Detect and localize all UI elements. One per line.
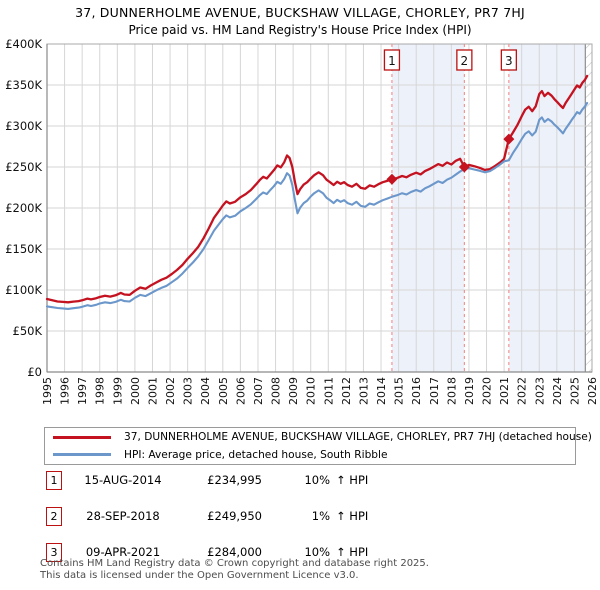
legend-row-hpi: HPI: Average price, detached house, Sout… [53,448,567,463]
sale-annotation-box-3[interactable] [500,49,517,71]
transaction-row-1: 1 15-AUG-2014 £234,995 10% ↑ HPI [0,471,600,493]
y-axis-tick-label: £300K [5,119,42,133]
transaction-2-price: £249,950 [207,509,262,523]
x-axis-tick-label: 2017 [428,377,441,405]
x-axis-tick-label: 2006 [234,377,247,405]
x-axis-tick-label: 1999 [111,377,124,405]
transaction-1-number-badge: 1 [46,471,62,490]
y-axis-tick-label: £100K [5,283,42,297]
sale-marker-diamond-2[interactable] [458,161,470,173]
chart-title: 37, DUNNERHOLME AVENUE, BUCKSHAW VILLAGE… [75,5,525,20]
transaction-1-price: £234,995 [207,473,262,487]
property-legend-label: 37, DUNNERHOLME AVENUE, BUCKSHAW VILLAGE… [124,431,592,444]
x-axis-tick-label: 2001 [146,377,159,405]
x-axis-tick-label: 2014 [375,377,388,405]
sale-annotation-box-1[interactable] [383,49,401,71]
sale-annotation-number-1: 1 [388,54,396,68]
transaction-row-3: 3 09-APR-2021 £284,000 10% ↑ HPI [0,543,600,565]
transaction-row-2: 2 28-SEP-2018 £249,950 1% ↑ HPI [0,507,600,529]
x-axis-tick-label: 2026 [586,377,599,405]
x-axis-tick-label: 2018 [445,377,458,405]
x-axis-tick-label: 2002 [164,377,177,405]
x-axis-tick-label: 2000 [129,377,142,405]
x-axis-tick-label: 2021 [498,377,511,405]
x-axis-tick-label: 2008 [270,377,283,405]
x-axis-tick-label: 2011 [322,377,335,405]
legend: 37, DUNNERHOLME AVENUE, BUCKSHAW VILLAGE… [44,427,592,465]
y-axis-tick-label: £200K [5,201,42,215]
copyright-footer: Contains HM Land Registry data © Crown c… [40,558,600,581]
x-axis-tick-label: 2003 [182,377,195,405]
y-axis-tick-label: £50K [13,324,43,338]
transaction-1-hpi-percent: 10% [304,473,330,487]
hpi-average-line [45,101,589,310]
price-history-chart: 1 2 3 £0 £50K £100K £150K £200K £250K £300K £350K £… [5,37,599,405]
x-axis-tick-label: 2024 [551,377,564,405]
transaction-3-hpi-percent: 10% [304,545,330,559]
x-axis-tick-label: 2007 [252,377,265,405]
x-axis-tick-label: 1998 [94,377,107,405]
x-axis-tick-label: 2005 [217,377,230,405]
y-axis-tick-label: £150K [5,242,42,256]
transaction-3-number-badge: 3 [46,543,62,562]
x-axis-tick-label: 2019 [463,377,476,405]
property-line-swatch [53,435,111,439]
x-axis-tick-label: 2022 [516,377,529,405]
y-axis-tick-label: £250K [5,160,42,174]
chart-subtitle: Price paid vs. HM Land Registry's House … [128,23,472,37]
sale-annotation-number-3: 3 [505,54,513,68]
footer-line-1: Contains HM Land Registry data © Crown c… [40,558,429,569]
x-axis-tick-label: 2016 [410,377,423,405]
x-axis-tick-label: 2012 [340,377,353,405]
transaction-1-hpi-arrow-label: ↑ HPI [336,473,369,487]
hpi-line-swatch [53,453,111,457]
x-axis-tick-label: 2010 [305,377,318,405]
transaction-2-hpi-percent: 1% [311,509,330,523]
x-axis-tick-label: 1995 [41,377,54,405]
sale-annotation-box-2[interactable] [456,49,473,71]
x-axis-tick-label: 2023 [533,377,546,405]
transaction-2-date: 28-SEP-2018 [86,509,160,523]
y-axis-tick-label: £350K [5,78,42,92]
x-axis-tick-label: 2009 [287,377,300,405]
sale-marker-diamond-3[interactable] [503,133,515,145]
transaction-2-number-badge: 2 [46,507,62,526]
x-axis-tick-label: 2004 [199,377,212,405]
x-axis-tick-label: 2025 [568,377,581,405]
x-axis-tick-label: 1996 [59,377,72,405]
transaction-2-hpi-arrow-label: ↑ HPI [336,509,369,523]
transaction-3-hpi-arrow-label: ↑ HPI [336,545,369,559]
transaction-1-date: 15-AUG-2014 [84,473,162,487]
sale-marker-diamond-1[interactable] [386,173,398,185]
y-axis-tick-label: £0 [27,365,42,379]
x-axis-tick-label: 2015 [393,377,406,405]
legend-row-property: 37, DUNNERHOLME AVENUE, BUCKSHAW VILLAGE… [53,430,592,445]
transaction-3-price: £284,000 [207,545,262,559]
x-axis-tick-label: 2020 [481,377,494,405]
x-axis-tick-label: 1997 [76,377,89,405]
sale-annotation-number-2: 2 [461,54,469,68]
transaction-3-date: 09-APR-2021 [85,545,161,559]
hpi-legend-label: HPI: Average price, detached house, Sout… [124,448,388,461]
property-price-line [45,74,589,304]
x-axis-tick-label: 2013 [357,377,370,405]
footer-line-2: This data is licensed under the Open Gov… [40,569,359,581]
y-axis-tick-label: £400K [5,37,42,51]
